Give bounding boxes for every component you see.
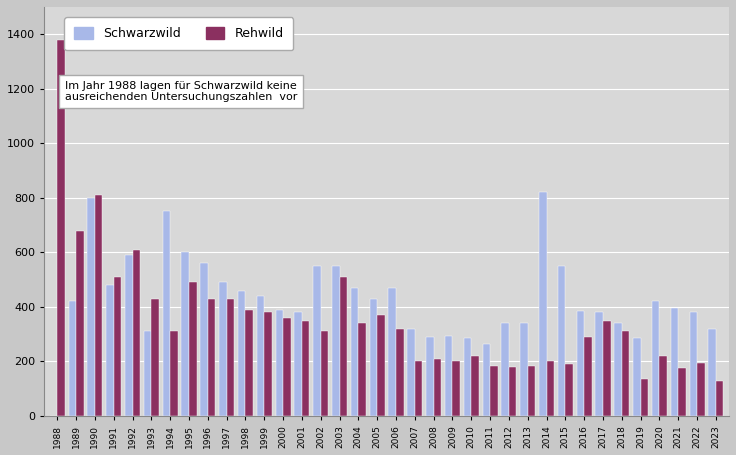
Bar	[358, 324, 366, 416]
Legend: Schwarzwild, Rehwild: Schwarzwild, Rehwild	[64, 17, 294, 51]
Bar	[539, 192, 547, 416]
Bar	[690, 313, 697, 416]
Bar	[114, 277, 121, 416]
Bar	[490, 365, 498, 416]
Bar	[679, 368, 686, 416]
Bar	[95, 195, 102, 416]
Bar	[652, 302, 659, 416]
Bar	[208, 299, 216, 416]
Bar	[426, 337, 434, 416]
Bar	[483, 344, 490, 416]
Bar	[640, 379, 648, 416]
Bar	[57, 40, 65, 416]
Bar	[558, 266, 565, 416]
Bar	[302, 321, 309, 416]
Bar	[106, 285, 114, 416]
Bar	[257, 296, 264, 416]
Bar	[264, 313, 272, 416]
Bar	[565, 364, 573, 416]
Bar	[670, 308, 679, 416]
Bar	[377, 315, 385, 416]
Bar	[464, 339, 471, 416]
Bar	[68, 302, 76, 416]
Bar	[520, 324, 528, 416]
Bar	[245, 310, 253, 416]
Bar	[708, 329, 716, 416]
Bar	[227, 299, 234, 416]
Bar	[501, 324, 509, 416]
Bar	[547, 361, 554, 416]
Bar	[659, 356, 667, 416]
Bar	[697, 363, 704, 416]
Bar	[528, 365, 535, 416]
Bar	[716, 380, 723, 416]
Bar	[407, 329, 415, 416]
Bar	[314, 266, 321, 416]
Bar	[294, 313, 302, 416]
Bar	[471, 356, 479, 416]
Bar	[189, 283, 197, 416]
Bar	[321, 332, 328, 416]
Bar	[283, 318, 291, 416]
Bar	[622, 332, 629, 416]
Bar	[182, 253, 189, 416]
Bar	[415, 361, 422, 416]
Bar	[132, 250, 140, 416]
Bar	[152, 299, 159, 416]
Bar	[434, 359, 441, 416]
Bar	[163, 212, 170, 416]
Bar	[200, 263, 208, 416]
Bar	[445, 336, 453, 416]
Bar	[633, 339, 640, 416]
Bar	[219, 283, 227, 416]
Bar	[125, 255, 132, 416]
Bar	[453, 361, 460, 416]
Bar	[396, 329, 403, 416]
Bar	[170, 332, 177, 416]
Bar	[275, 310, 283, 416]
Bar	[144, 332, 152, 416]
Bar	[584, 337, 592, 416]
Bar	[351, 288, 358, 416]
Bar	[369, 299, 377, 416]
Bar	[603, 321, 610, 416]
Bar	[76, 231, 84, 416]
Bar	[332, 266, 339, 416]
Bar	[509, 367, 517, 416]
Text: Im Jahr 1988 lagen für Schwarzwild keine
ausreichenden Untersuchungszahlen  vor: Im Jahr 1988 lagen für Schwarzwild keine…	[65, 81, 297, 102]
Bar	[88, 198, 95, 416]
Bar	[595, 313, 603, 416]
Bar	[389, 288, 396, 416]
Bar	[576, 311, 584, 416]
Bar	[615, 324, 622, 416]
Bar	[238, 291, 245, 416]
Bar	[339, 277, 347, 416]
